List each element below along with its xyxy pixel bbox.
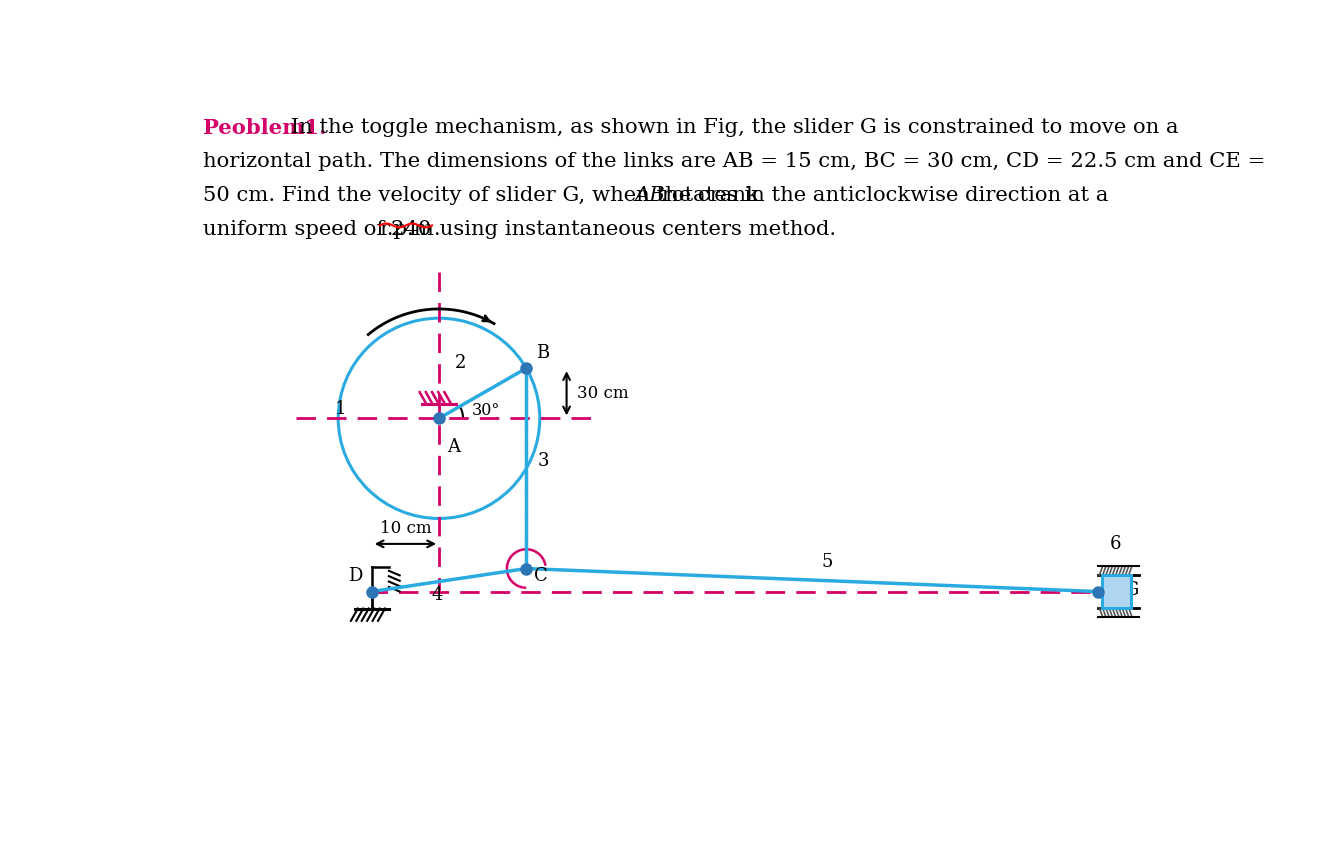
Text: 3: 3: [537, 451, 549, 470]
Text: G: G: [1125, 581, 1139, 599]
Text: 30 cm: 30 cm: [577, 385, 629, 402]
Text: 5: 5: [821, 553, 833, 571]
Text: 1: 1: [334, 400, 346, 418]
Text: A: A: [447, 437, 460, 456]
Text: rotates in the anticlockwise direction at a: rotates in the anticlockwise direction a…: [655, 186, 1108, 205]
Text: AB: AB: [635, 186, 666, 205]
Text: Peoblem1.: Peoblem1.: [203, 118, 326, 138]
Text: r.p.m.: r.p.m.: [380, 220, 442, 239]
Text: 50 cm. Find the velocity of slider G, when the crank: 50 cm. Find the velocity of slider G, wh…: [203, 186, 765, 205]
Text: 10 cm: 10 cm: [380, 520, 431, 537]
Text: 2: 2: [455, 354, 467, 372]
Text: B: B: [535, 344, 549, 362]
Bar: [1102, 575, 1131, 608]
Text: horizontal path. The dimensions of the links are AB = 15 cm, BC = 30 cm, CD = 22: horizontal path. The dimensions of the l…: [203, 152, 1266, 171]
Text: 6: 6: [1110, 535, 1122, 553]
Text: 30°: 30°: [471, 402, 501, 419]
Text: using instantaneous centers method.: using instantaneous centers method.: [433, 220, 836, 239]
Text: In the toggle mechanism, as shown in Fig, the slider G is constrained to move on: In the toggle mechanism, as shown in Fig…: [285, 118, 1178, 137]
Text: D: D: [348, 568, 362, 585]
Text: 4: 4: [432, 586, 443, 604]
Text: uniform speed of 240: uniform speed of 240: [203, 220, 437, 239]
Text: C: C: [534, 567, 548, 585]
